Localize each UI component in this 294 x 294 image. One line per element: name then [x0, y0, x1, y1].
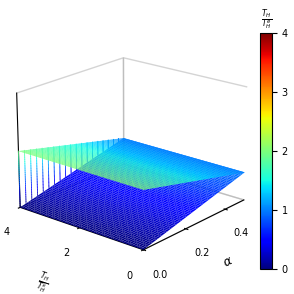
Y-axis label: $\frac{T_H}{T_H^k}$: $\frac{T_H}{T_H^k}$: [33, 269, 52, 294]
Title: $\frac{T_H}{T_H^e}$: $\frac{T_H}{T_H^e}$: [260, 8, 272, 33]
X-axis label: $\alpha$: $\alpha$: [220, 254, 235, 270]
